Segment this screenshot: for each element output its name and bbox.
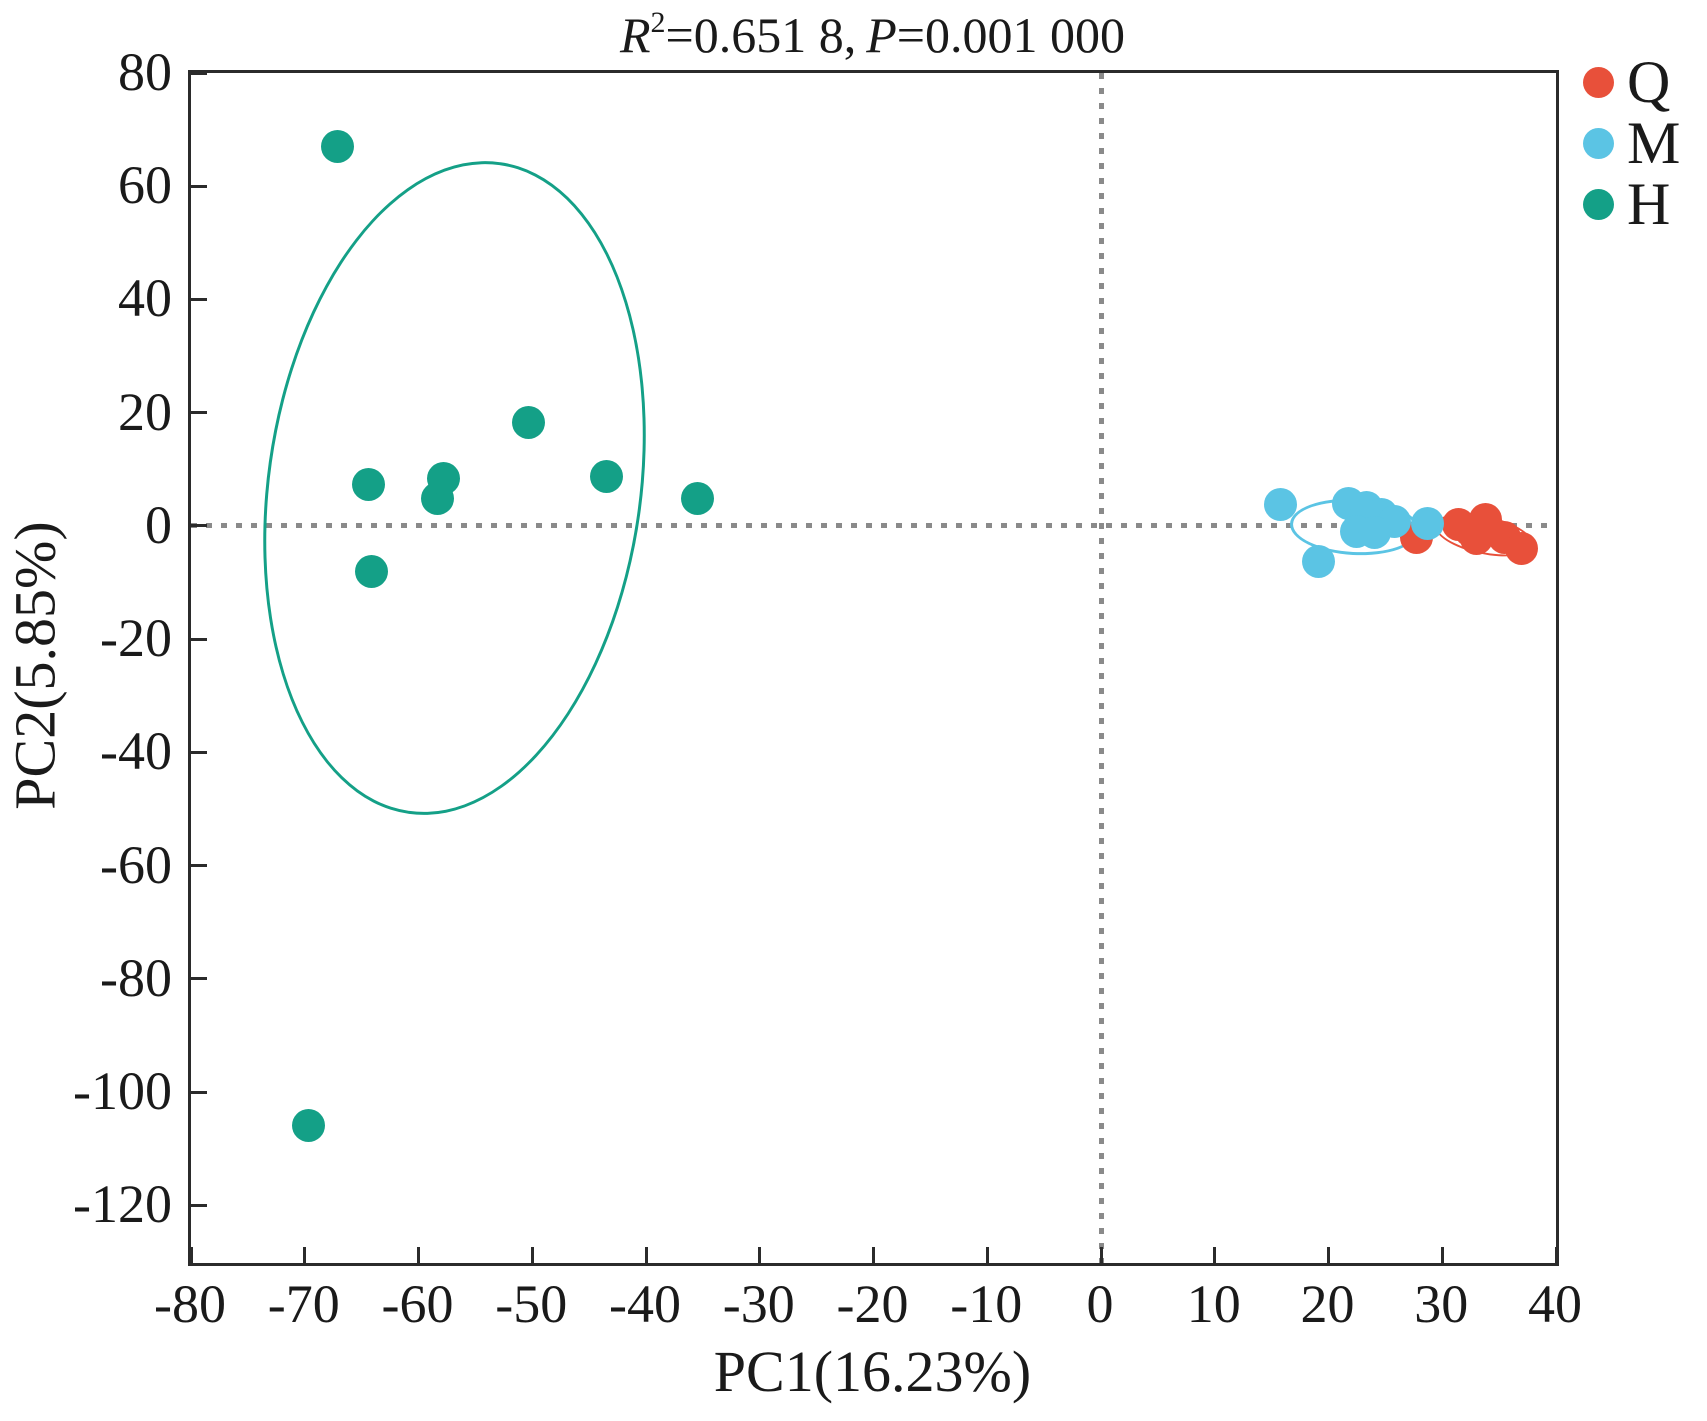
data-point-m <box>1357 516 1391 550</box>
x-tick-label: -70 <box>267 1274 340 1334</box>
legend-label-m: M <box>1627 110 1681 176</box>
data-point-m <box>1301 544 1335 578</box>
x-tick-mark <box>303 1247 307 1263</box>
y-tick-mark <box>191 184 207 188</box>
x-tick-mark <box>1099 1247 1103 1263</box>
y-tick-label: -40 <box>100 721 172 782</box>
y-tick-label: -60 <box>100 834 172 895</box>
x-tick-label: -20 <box>836 1274 909 1334</box>
x-tick-mark <box>985 1247 989 1263</box>
y-tick-mark <box>191 71 207 75</box>
data-point-h <box>427 462 461 496</box>
data-point-q <box>1505 532 1539 566</box>
y-tick-mark <box>191 1090 207 1094</box>
y-tick-label: -120 <box>73 1174 172 1235</box>
data-point-h <box>321 129 355 163</box>
y-tick-label: 40 <box>118 268 172 329</box>
data-point-m <box>1410 506 1444 540</box>
x-tick-mark <box>1327 1247 1330 1263</box>
y-tick-mark <box>191 977 207 981</box>
x-tick-label: -30 <box>722 1274 795 1334</box>
data-point-h <box>512 406 546 440</box>
y-tick-label: 60 <box>118 155 172 216</box>
x-tick-label: -80 <box>154 1274 226 1334</box>
data-point-m <box>1264 488 1298 522</box>
x-axis-title: PC1(16.23%) <box>713 1339 1032 1404</box>
title-r-value: =0.651 8, <box>665 7 857 63</box>
x-tick-mark <box>758 1247 762 1263</box>
title-p-value: =0.001 000 <box>896 7 1125 63</box>
x-tick-label: -40 <box>609 1274 681 1334</box>
legend-label-q: Q <box>1627 49 1671 115</box>
y-tick-mark <box>191 864 207 868</box>
zero-line-vertical <box>1098 73 1104 1263</box>
x-tick-label: 0 <box>1086 1274 1114 1334</box>
x-tick-label: -60 <box>381 1274 454 1334</box>
title-r-superscript: 2 <box>650 6 666 40</box>
y-tick-mark <box>191 637 207 641</box>
y-tick-label: 20 <box>118 381 172 442</box>
data-point-h <box>351 467 385 501</box>
y-tick-mark <box>191 750 207 754</box>
y-tick-mark <box>191 524 207 528</box>
x-tick-label: 30 <box>1414 1274 1469 1334</box>
y-axis-title-wrap: PC2(5.85%) <box>0 70 70 1260</box>
x-tick-mark <box>189 1247 193 1263</box>
legend-item-q: Q <box>1583 52 1680 112</box>
title-p-variable: P <box>866 7 897 63</box>
y-axis-title: PC2(5.85%) <box>2 520 68 810</box>
y-tick-label: 80 <box>118 42 172 102</box>
x-tick-label: -10 <box>950 1274 1023 1334</box>
x-tick-mark <box>644 1247 648 1263</box>
x-tick-label: 10 <box>1186 1274 1241 1334</box>
data-point-h <box>291 1109 325 1143</box>
legend-label-h: H <box>1627 171 1671 237</box>
x-tick-mark <box>1213 1247 1217 1263</box>
x-tick-label: -50 <box>495 1274 568 1334</box>
data-point-q <box>1459 522 1493 556</box>
y-tick-mark <box>191 297 207 301</box>
legend-dot-h <box>1583 188 1614 220</box>
y-tick-mark <box>191 411 207 415</box>
x-tick-label: 40 <box>1528 1274 1582 1334</box>
data-point-h <box>355 554 389 588</box>
y-tick-label: -100 <box>73 1061 172 1122</box>
y-tick-mark <box>191 1203 207 1207</box>
y-tick-label: -20 <box>100 608 172 669</box>
plot-area <box>188 70 1559 1266</box>
legend-dot-m <box>1583 127 1614 159</box>
y-tick-label: -80 <box>100 947 172 1008</box>
chart-title: R2=0.651 8, P=0.001 000 <box>190 6 1555 64</box>
title-r-variable: R <box>620 7 651 63</box>
x-tick-label: 20 <box>1300 1274 1355 1334</box>
x-tick-mark <box>872 1247 875 1263</box>
x-tick-mark <box>417 1247 420 1263</box>
legend-dot-q <box>1583 66 1614 98</box>
zero-line-horizontal <box>191 523 1556 529</box>
data-point-h <box>589 459 623 493</box>
y-tick-label: 0 <box>145 494 172 555</box>
x-tick-mark <box>1554 1247 1558 1263</box>
legend-item-h: H <box>1583 174 1680 234</box>
legend-item-m: M <box>1583 113 1680 173</box>
x-tick-mark <box>530 1247 534 1263</box>
data-point-h <box>680 482 714 516</box>
x-tick-mark <box>1440 1247 1444 1263</box>
